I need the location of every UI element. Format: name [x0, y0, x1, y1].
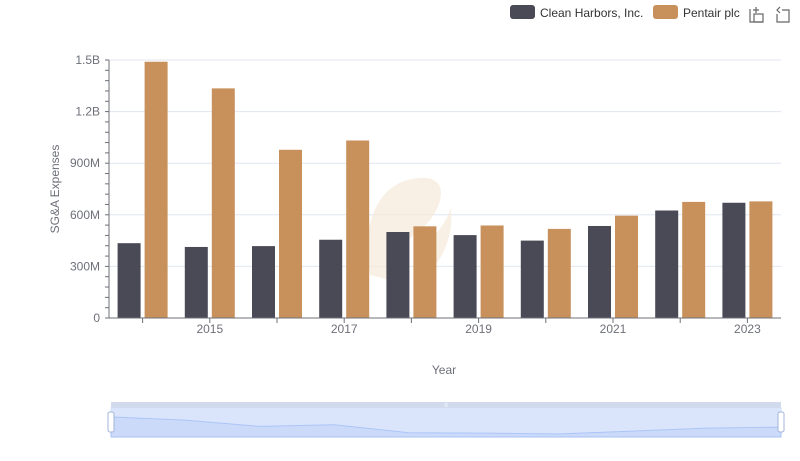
- legend-label: Clean Harbors, Inc.: [540, 6, 643, 20]
- bars: [117, 61, 773, 319]
- bar[interactable]: [319, 239, 343, 318]
- bar[interactable]: [615, 215, 638, 318]
- x-tick-label: 2021: [600, 322, 627, 336]
- y-tick-label: 600M: [70, 208, 100, 222]
- bar[interactable]: [520, 240, 544, 318]
- y-tick-label: 900M: [70, 156, 100, 170]
- data-zoom-bar[interactable]: [111, 402, 781, 408]
- bar[interactable]: [211, 88, 235, 318]
- bar[interactable]: [184, 246, 208, 318]
- legend: Clean Harbors, Inc. Pentair plc: [510, 5, 740, 20]
- axes: 0 300M 600M 900M 1.2B 1.5B 2015 2017 2019 2021 202…: [70, 53, 781, 336]
- bar[interactable]: [144, 61, 168, 318]
- bar[interactable]: [252, 246, 275, 318]
- y-tick-label: 0: [93, 311, 100, 325]
- bar[interactable]: [682, 201, 706, 318]
- bar[interactable]: [749, 201, 773, 318]
- bar[interactable]: [722, 202, 746, 318]
- bar[interactable]: [117, 243, 141, 318]
- watermark-shape: [367, 177, 441, 280]
- toolbox: [747, 6, 791, 24]
- legend-item[interactable]: Pentair plc: [653, 5, 740, 20]
- bar[interactable]: [453, 235, 477, 318]
- bar[interactable]: [386, 232, 410, 318]
- x-tick-label: 2019: [465, 322, 492, 336]
- bar[interactable]: [346, 140, 370, 318]
- bar[interactable]: [655, 210, 679, 319]
- legend-label: Pentair plc: [683, 6, 740, 20]
- y-tick-label: 1.2B: [75, 105, 100, 119]
- x-tick-label: 2023: [734, 322, 761, 336]
- x-tick-label: 2017: [331, 322, 358, 336]
- bar[interactable]: [413, 226, 437, 318]
- legend-swatch: [653, 5, 678, 19]
- legend-item[interactable]: Clean Harbors, Inc.: [510, 5, 643, 20]
- restore-icon[interactable]: [773, 6, 791, 24]
- bar[interactable]: [547, 228, 571, 318]
- y-axis-title: SG&A Expenses: [48, 145, 62, 234]
- y-tick-label: 300M: [70, 259, 100, 273]
- bar[interactable]: [279, 149, 302, 318]
- legend-swatch: [510, 5, 535, 19]
- bar[interactable]: [588, 225, 611, 318]
- data-zoom-slider[interactable]: ≡: [107, 402, 785, 438]
- data-zoom-handle[interactable]: [107, 411, 115, 433]
- y-tick-label: 1.5B: [75, 53, 100, 67]
- x-tick-label: 2015: [196, 322, 223, 336]
- bar[interactable]: [480, 225, 504, 318]
- zoom-icon[interactable]: [747, 6, 765, 24]
- data-zoom-grip: ≡: [444, 403, 448, 409]
- data-zoom-handle[interactable]: [777, 411, 785, 433]
- x-axis-title: Year: [432, 363, 456, 377]
